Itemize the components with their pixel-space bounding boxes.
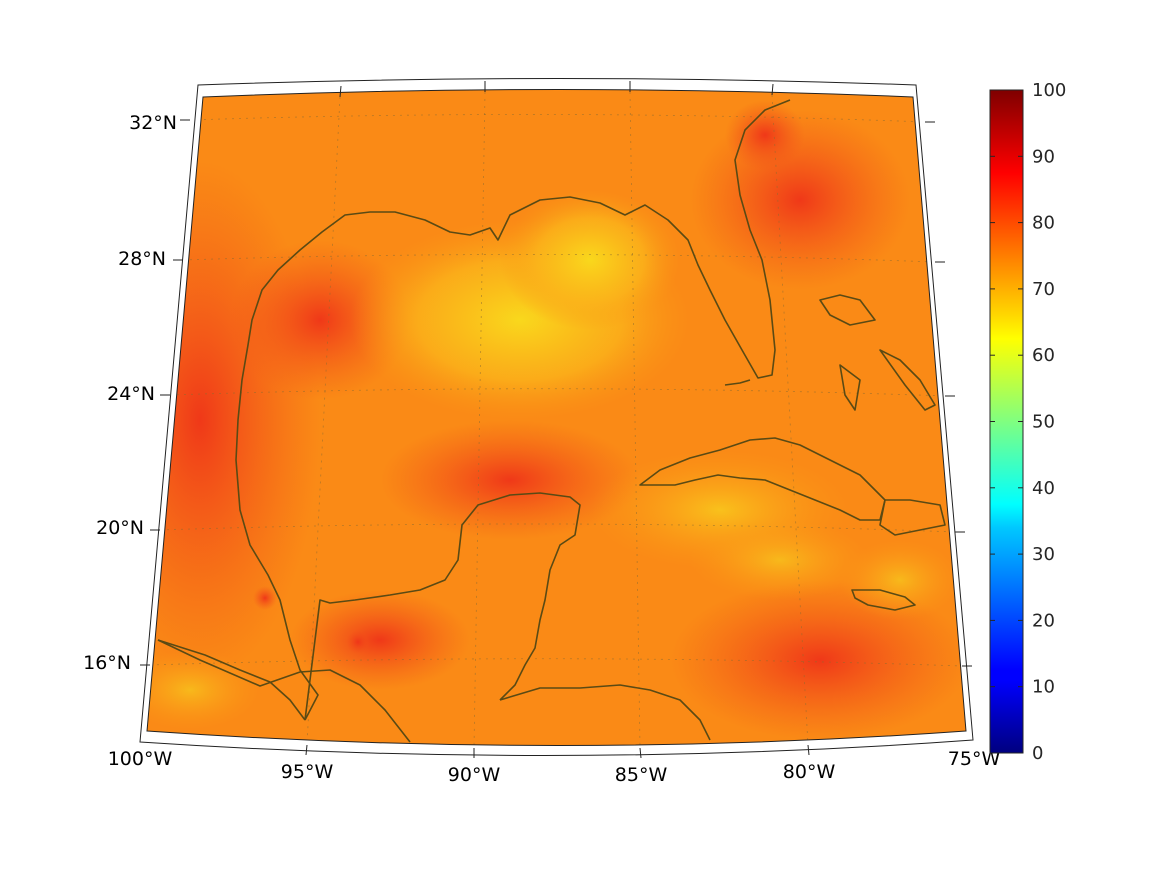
colorbar-tick-label: 90 [1032, 146, 1055, 167]
latitude-labels: 32°N 28°N 24°N 20°N 16°N [83, 112, 177, 674]
lon-label-80: 80°W [783, 761, 836, 783]
lat-label-32: 32°N [129, 112, 177, 134]
lat-label-20: 20°N [96, 517, 144, 539]
colorbar-tick-label: 50 [1032, 412, 1055, 433]
colorbar-gradient [989, 89, 1024, 754]
longitude-labels: 100°W 95°W 90°W 85°W 80°W 75°W [108, 748, 1001, 786]
jamaica [851, 589, 916, 611]
lon-label-75: 75°W [948, 748, 1001, 770]
lon-label-100: 100°W [108, 748, 173, 770]
mexico-coastline [304, 492, 581, 721]
colorbar-tick-label: 80 [1032, 213, 1055, 234]
colorbar-tick-label: 0 [1032, 743, 1043, 764]
graticule [149, 91, 963, 746]
colorbar-tick-label: 40 [1032, 478, 1055, 499]
gulf-coastline [157, 99, 791, 721]
lon-label-95: 95°W [281, 761, 334, 783]
map-frame [146, 89, 967, 746]
frame-ticks [140, 81, 972, 759]
colorbar-tick-label: 10 [1032, 677, 1055, 698]
lat-label-16: 16°N [83, 652, 131, 674]
colorbar-tick-label: 70 [1032, 279, 1055, 300]
central-america-coast [499, 684, 711, 741]
colorbar-tick-label: 20 [1032, 610, 1055, 631]
lat-label-28: 28°N [118, 248, 166, 270]
hispaniola [879, 499, 946, 536]
bahamas [819, 294, 936, 411]
colorbar-tick-label: 100 [1032, 80, 1066, 101]
colorbar-tick-label: 60 [1032, 345, 1055, 366]
lon-label-90: 90°W [448, 764, 501, 786]
lon-label-85: 85°W [615, 764, 668, 786]
florida-keys [724, 379, 751, 386]
pacific-coast [157, 639, 411, 743]
coastlines [157, 99, 946, 743]
lat-label-24: 24°N [107, 383, 155, 405]
colorbar-tick-label: 30 [1032, 544, 1055, 565]
